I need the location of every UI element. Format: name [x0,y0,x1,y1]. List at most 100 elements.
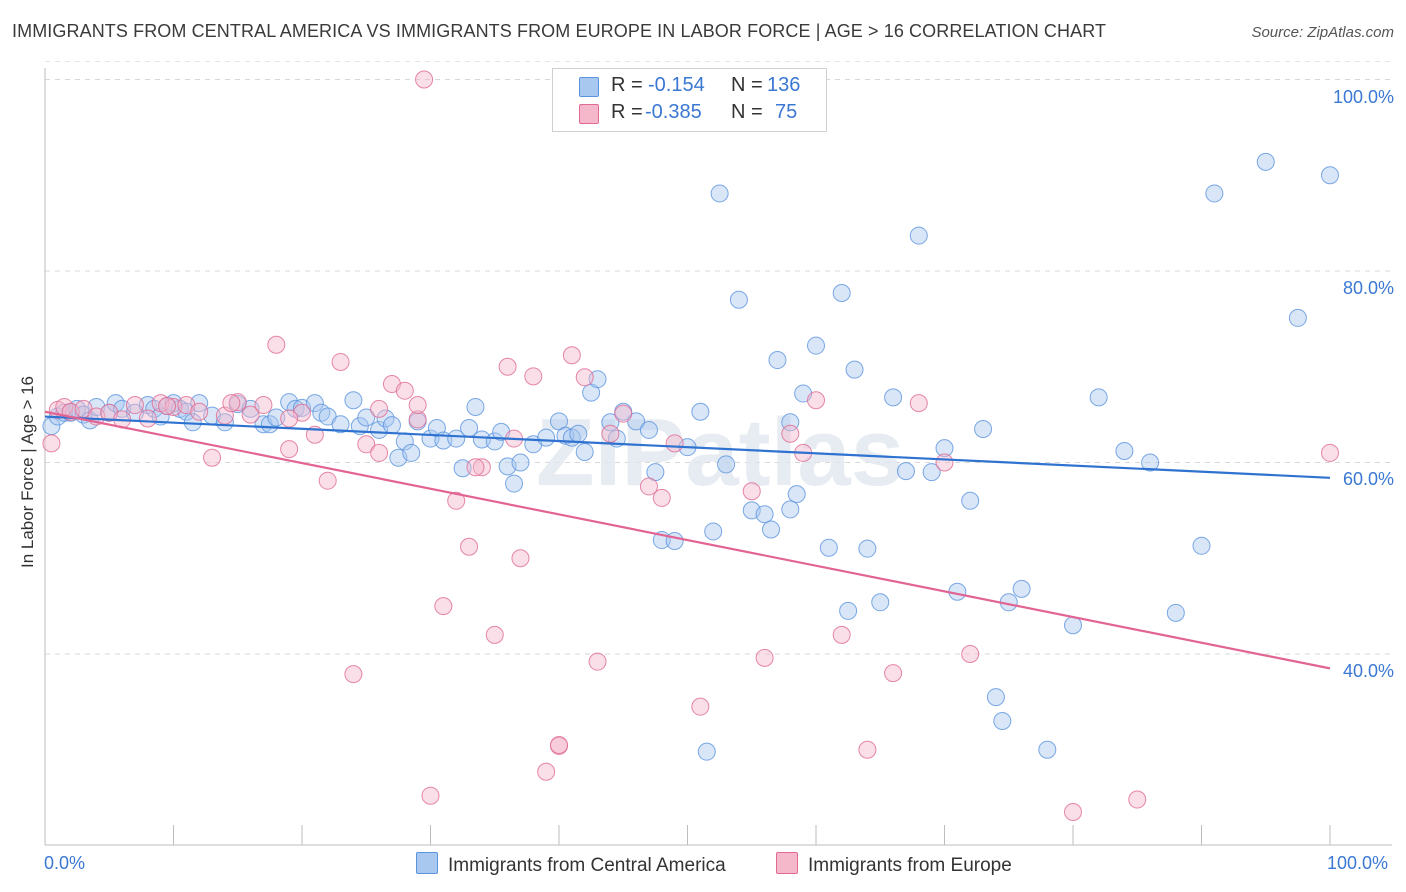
data-point [691,697,710,716]
data-point [871,593,890,612]
data-point [42,434,61,453]
y-tick-40: 40.0% [1342,661,1394,681]
bottom-legend-label: Immigrants from Central America [448,855,726,876]
data-point [331,352,350,371]
data-point [1321,443,1339,462]
trend-lines [44,410,1331,670]
data-point [357,408,376,427]
trend-line-1 [44,410,1331,670]
data-point [787,485,806,504]
data-point [986,688,1005,707]
legend-n-value: 136 [767,74,801,96]
data-point [485,625,504,644]
x-axis-min-label: 0.0% [44,853,86,873]
data-point [762,520,781,539]
points [42,70,1339,821]
data-point [125,396,144,415]
data-point [896,462,915,481]
data-point [267,408,286,427]
data-point [1288,308,1307,327]
data-point [665,532,684,551]
data-point [318,471,337,490]
data-point [434,597,453,616]
data-point [537,428,556,447]
data-point [203,448,222,467]
data-point [215,413,234,432]
data-point [1205,184,1224,203]
data-point [909,394,928,413]
data-point [537,762,556,781]
data-point [1064,802,1082,821]
data-point [993,712,1012,731]
data-point [498,357,517,376]
data-point [395,381,414,400]
data-point [935,439,954,458]
y-tick-100: 100.0% [1332,87,1394,107]
data-point [839,601,858,620]
data-point [884,388,903,407]
legend-n-value: 75 [775,101,798,123]
data-point [1128,790,1147,809]
data-point [344,391,363,410]
y-axis-label: In Labor Force | Age > 16 [18,375,37,568]
data-point [961,491,980,510]
data-point [524,367,543,386]
data-point [974,419,993,438]
data-point [884,664,903,683]
data-point [704,522,723,541]
bottom-legend-swatch-blue [416,852,438,874]
data-point [832,284,851,303]
data-point [588,652,607,671]
data-point [768,351,787,370]
data-point [466,397,485,416]
data-point [807,391,825,410]
legend-n-label: N = [731,101,763,123]
data-point [267,335,286,354]
source-label: Source: ZipAtlas.com [1251,24,1394,41]
gridlines [45,61,1392,655]
data-point [158,397,177,416]
data-point [228,393,247,412]
data-point [909,226,928,245]
chart-title: IMMIGRANTS FROM CENTRAL AMERICA VS IMMIG… [12,21,1107,41]
data-point [922,463,941,482]
data-point [376,409,395,428]
legend-box: R = -0.154 N = 136 R = -0.385 N = 75 [552,68,827,132]
legend-row-europe: R = -0.385 N = 75 [553,101,826,127]
data-point [415,70,434,89]
data-point [1089,388,1108,407]
bottom-legend-central-america: Immigrants from Central America [416,852,726,877]
data-point [460,537,479,556]
data-point [1192,536,1211,555]
data-point [305,394,324,413]
data-point [1012,579,1031,598]
series-1-points [42,70,1339,821]
data-point [344,665,363,684]
bottom-legend-label: Immigrants from Europe [808,855,1012,876]
axes [44,68,1392,846]
data-point [511,549,530,568]
data-point [742,482,761,501]
data-point [408,396,427,415]
data-point [1038,740,1057,759]
data-point [382,416,401,435]
y-tick-60: 60.0% [1342,469,1394,489]
legend-r-label: R = [611,74,643,96]
data-point [1141,453,1160,472]
data-point [562,346,581,365]
data-point [569,424,588,443]
legend-n-label: N = [731,74,763,96]
data-point [755,505,774,524]
bottom-legend-swatch-pink [776,852,798,874]
data-point [447,491,466,510]
legend-row-central-america: R = -0.154 N = 136 [553,74,826,100]
data-point [280,440,299,459]
data-point [402,443,421,462]
data-point [1166,603,1185,622]
data-point [639,420,658,439]
data-point [717,455,736,474]
data-point [408,410,427,429]
data-point [241,405,260,424]
legend-r-label: R = [611,101,643,123]
